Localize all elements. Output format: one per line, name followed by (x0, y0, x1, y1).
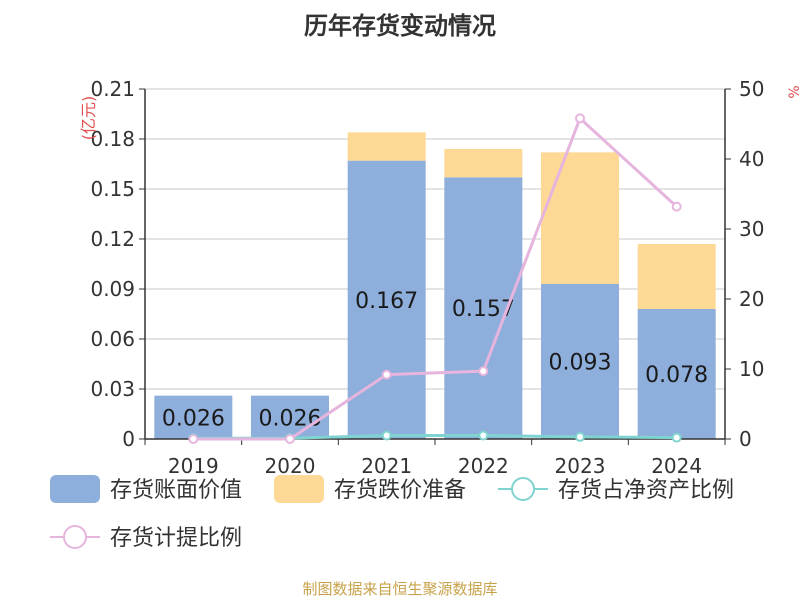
legend-label: 存货计提比例 (110, 526, 242, 551)
line-point (575, 113, 585, 124)
bar-value-label: 0.026 (162, 406, 225, 431)
legend-label: 存货账面价值 (110, 478, 242, 503)
legend-marker (511, 477, 535, 501)
bar-value-label: 0.026 (259, 406, 322, 431)
legend-label: 存货占净资产比例 (558, 478, 734, 503)
left-tick-label: 0.12 (90, 227, 135, 251)
left-tick-label: 0.21 (90, 77, 135, 101)
right-tick-label: 50 (739, 77, 764, 101)
bar (637, 244, 716, 309)
bar (541, 284, 619, 439)
right-tick-label: 30 (739, 217, 764, 241)
bar (347, 132, 426, 161)
left-axis-label: (亿元) (79, 96, 98, 141)
line-point (285, 434, 295, 444)
line-point (381, 430, 392, 441)
left-tick-label: 0 (122, 427, 135, 451)
bar-value-label: 0.078 (645, 363, 708, 388)
line-point (478, 366, 489, 377)
bar-value-label: 0.167 (355, 289, 418, 314)
legend-marker (63, 525, 87, 549)
right-axis-label: % (787, 85, 800, 98)
x-tick-label: 2019 (168, 454, 219, 478)
line-point (575, 431, 585, 442)
x-tick-label: 2024 (651, 454, 702, 478)
bar (541, 152, 619, 284)
x-tick-label: 2021 (361, 454, 412, 478)
right-tick-label: 40 (739, 147, 764, 171)
line-point (188, 434, 199, 444)
left-tick-label: 0.09 (90, 277, 135, 301)
chart-title: 历年存货变动情况 (304, 12, 496, 40)
line-point (671, 432, 682, 443)
x-tick-label: 2023 (555, 454, 606, 478)
right-tick-label: 10 (739, 357, 764, 381)
x-tick-label: 2020 (265, 454, 316, 478)
left-tick-label: 0.06 (90, 327, 135, 351)
line-point (381, 369, 392, 380)
source-note: 制图数据来自恒生聚源数据库 (302, 580, 498, 598)
left-tick-label: 0.18 (90, 127, 135, 151)
bar (251, 395, 329, 439)
left-tick-label: 0.03 (90, 377, 135, 401)
line-point (478, 430, 489, 441)
legend-swatch (50, 475, 100, 503)
line-series (193, 115, 678, 441)
legend-swatch (274, 475, 324, 503)
bar (444, 149, 523, 178)
legend-label: 存货跌价准备 (334, 478, 466, 503)
bar (154, 395, 233, 439)
bar-value-label: 0.093 (549, 351, 612, 376)
right-tick-label: 20 (739, 287, 764, 311)
right-tick-label: 0 (739, 427, 752, 451)
line-point (671, 201, 682, 212)
x-tick-label: 2022 (458, 454, 509, 478)
bar (444, 177, 523, 440)
left-tick-label: 0.15 (90, 177, 135, 201)
bar (637, 309, 716, 439)
